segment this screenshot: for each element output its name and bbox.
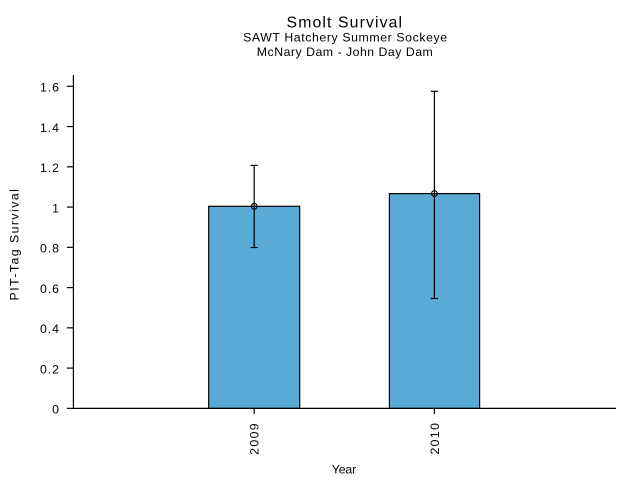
svg-text:2010: 2010 [428, 423, 442, 455]
svg-text:1.6: 1.6 [40, 81, 59, 95]
svg-text:2009: 2009 [248, 423, 262, 455]
svg-text:McNary Dam - John Day Dam: McNary Dam - John Day Dam [257, 45, 433, 59]
svg-text:0.4: 0.4 [40, 322, 59, 336]
svg-text:PIT-Tag Survival: PIT-Tag Survival [8, 189, 22, 300]
svg-text:1.4: 1.4 [40, 121, 59, 135]
svg-text:SAWT Hatchery Summer Sockeye: SAWT Hatchery Summer Sockeye [243, 31, 447, 45]
svg-text:Smolt Survival: Smolt Survival [287, 15, 403, 32]
svg-text:0.2: 0.2 [40, 362, 59, 376]
svg-text:Year: Year [332, 463, 356, 477]
svg-text:0.8: 0.8 [40, 242, 59, 256]
svg-text:0.6: 0.6 [40, 282, 59, 296]
svg-text:1: 1 [52, 201, 59, 215]
svg-text:0: 0 [52, 403, 59, 417]
svg-text:1.2: 1.2 [40, 161, 59, 175]
